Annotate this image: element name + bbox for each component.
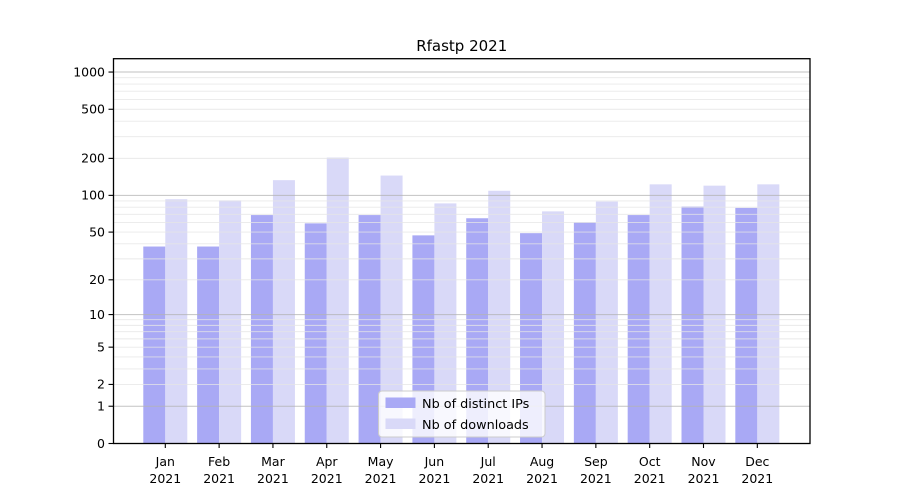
bar-distinct-ips: [143, 246, 166, 444]
legend-swatch-downloads: [385, 418, 416, 429]
legend-box: [378, 390, 546, 438]
chart-title: Rfastp 2021: [416, 37, 507, 55]
grid-layer: [113, 71, 810, 407]
x-tick-label: 2021: [741, 471, 773, 486]
x-tick-label: 2021: [634, 471, 666, 486]
axes-layer: 0 1 2 5 10 20 50 100 200 500 1000 Jan 2021 Feb 2021 Mar…: [73, 58, 811, 486]
bar-downloads: [326, 157, 349, 444]
x-tick-label: 2021: [580, 471, 612, 486]
bar-distinct-ips: [358, 215, 381, 444]
bar-downloads: [595, 201, 618, 444]
x-tick-label: Jan: [155, 454, 175, 469]
y-tick-label: 2: [97, 377, 105, 392]
x-tick-label: 2021: [472, 471, 504, 486]
bar-downloads: [434, 203, 457, 444]
y-tick-label: 1000: [73, 64, 105, 79]
x-tick-label: 2021: [688, 471, 720, 486]
bar-distinct-ips: [304, 223, 327, 444]
x-tick-label: Dec: [745, 454, 769, 469]
x-tick-label: Jul: [480, 454, 496, 469]
bar-downloads: [165, 199, 188, 444]
y-tick-label: 500: [81, 102, 105, 117]
bar-downloads: [380, 175, 403, 444]
x-tick-label: Feb: [208, 454, 230, 469]
bar-downloads: [649, 184, 672, 444]
bar-downloads: [488, 190, 511, 444]
y-tick-label: 100: [81, 188, 105, 203]
y-tick-label: 1: [97, 399, 105, 414]
x-tick-label: Nov: [691, 454, 716, 469]
x-tick-label: Oct: [639, 454, 661, 469]
x-tick-label: 2021: [365, 471, 397, 486]
legend-label-distinct-ips: Nb of distinct IPs: [422, 397, 530, 412]
x-tick-label: Sep: [584, 454, 608, 469]
x-tick-label: May: [368, 454, 394, 469]
bar-downloads: [272, 180, 295, 444]
x-tick-label: 2021: [149, 471, 181, 486]
x-tick-label: 2021: [257, 471, 289, 486]
y-tick-label: 50: [89, 224, 105, 239]
bar-downloads: [542, 211, 565, 444]
y-tick-label: 5: [97, 339, 105, 354]
y-tick-label: 200: [81, 151, 105, 166]
y-tick-label: 20: [89, 272, 105, 287]
x-tick-label: 2021: [203, 471, 235, 486]
y-tick-label: 0: [97, 436, 105, 451]
x-tick-label: 2021: [311, 471, 343, 486]
axes-frame: [112, 58, 811, 445]
x-tick-label: Jun: [424, 454, 445, 469]
bar-downloads: [219, 200, 242, 444]
x-tick-label: 2021: [418, 471, 450, 486]
bar-distinct-ips: [627, 215, 650, 444]
bar-distinct-ips: [250, 215, 273, 444]
x-tick-label: 2021: [526, 471, 558, 486]
x-tick-label: Apr: [316, 454, 338, 469]
y-tick-label: 10: [89, 307, 105, 322]
bar-distinct-ips: [573, 222, 596, 444]
x-tick-label: Aug: [530, 454, 554, 469]
legend-swatch-distinct-ips: [385, 397, 416, 408]
legend: Nb of distinct IPs Nb of downloads: [378, 390, 546, 438]
bar-downloads: [757, 184, 780, 444]
bar-distinct-ips: [466, 218, 489, 444]
bar-distinct-ips: [197, 246, 220, 444]
x-tick-label: Mar: [261, 454, 285, 469]
legend-label-downloads: Nb of downloads: [422, 418, 529, 433]
